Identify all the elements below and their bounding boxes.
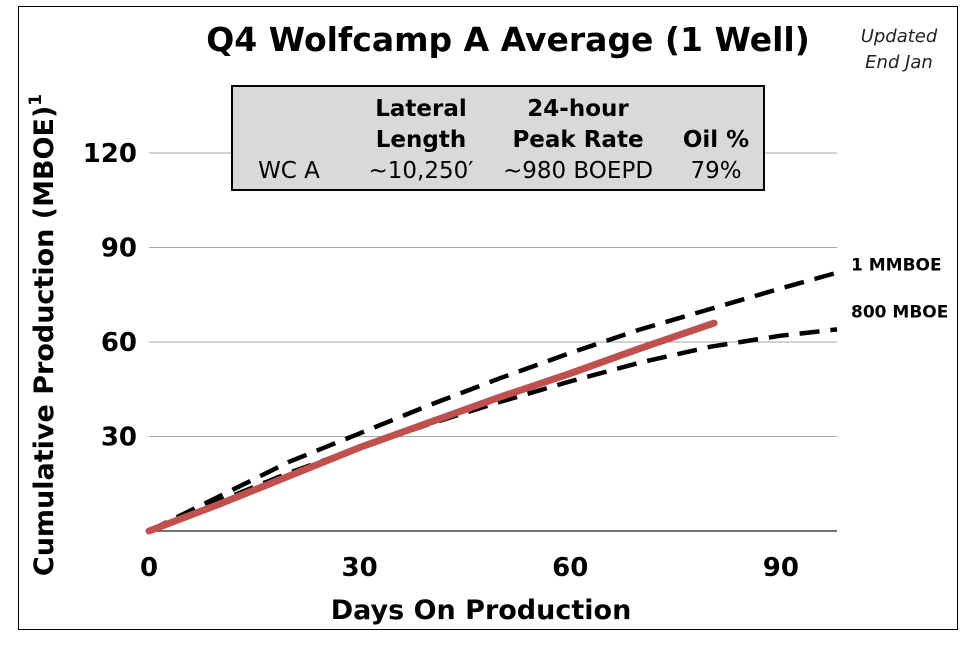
row-oil-pct: 79% xyxy=(690,158,742,184)
y-tick-30: 30 xyxy=(101,423,137,453)
y-tick-120: 120 xyxy=(83,139,137,169)
row-well-name: WC A xyxy=(258,158,320,184)
x-tick-30: 30 xyxy=(342,553,378,583)
series-layer xyxy=(145,270,838,535)
header-lateral-line-2: Length xyxy=(375,127,467,153)
chart-title: Q4 Wolfcamp A Average (1 Well) xyxy=(206,20,810,59)
series-label-1-mmboe: 1 MMBOE xyxy=(851,256,942,276)
series-line-800-mboe xyxy=(148,327,838,534)
update-note-line-1: Updated xyxy=(861,26,938,47)
well-info-table: Lateral Length 24-hour Peak Rate Oil % W… xyxy=(231,85,765,191)
y-axis-label-superscript: 1 xyxy=(26,94,46,106)
y-tick-60: 60 xyxy=(101,328,137,358)
x-tick-90: 90 xyxy=(763,553,799,583)
header-peak-rate-line-1: 24-hour xyxy=(527,96,629,122)
update-note-line-2: End Jan xyxy=(865,52,933,73)
header-lateral-line-1: Lateral xyxy=(375,96,467,122)
header-peak-rate-line-2: Peak Rate xyxy=(512,127,644,153)
y-axis-label-text: Cumulative Production (MBOE) xyxy=(29,106,60,576)
row-peak-rate: ~980 BOEPD xyxy=(502,158,654,184)
x-axis-label: Days On Production xyxy=(331,595,632,626)
chart: Q4 Wolfcamp A Average (1 Well) Updated E… xyxy=(26,20,948,626)
x-tick-0: 0 xyxy=(140,553,158,583)
series-line-1-mmboe xyxy=(148,270,838,534)
gridlines xyxy=(149,152,837,437)
y-tick-labels: 30 60 90 120 xyxy=(83,139,137,453)
series-line-actual xyxy=(145,319,718,535)
row-lateral-length: ~10,250′ xyxy=(368,158,474,184)
x-tick-labels: 0 30 60 90 xyxy=(140,553,799,583)
x-tick-60: 60 xyxy=(552,553,588,583)
series-label-800-mboe: 800 MBOE xyxy=(851,302,948,322)
chart-frame: Q4 Wolfcamp A Average (1 Well) Updated E… xyxy=(18,6,958,630)
header-oil-pct: Oil % xyxy=(682,127,750,153)
y-axis-label: Cumulative Production (MBOE)1 xyxy=(26,94,60,576)
y-tick-90: 90 xyxy=(101,234,137,264)
